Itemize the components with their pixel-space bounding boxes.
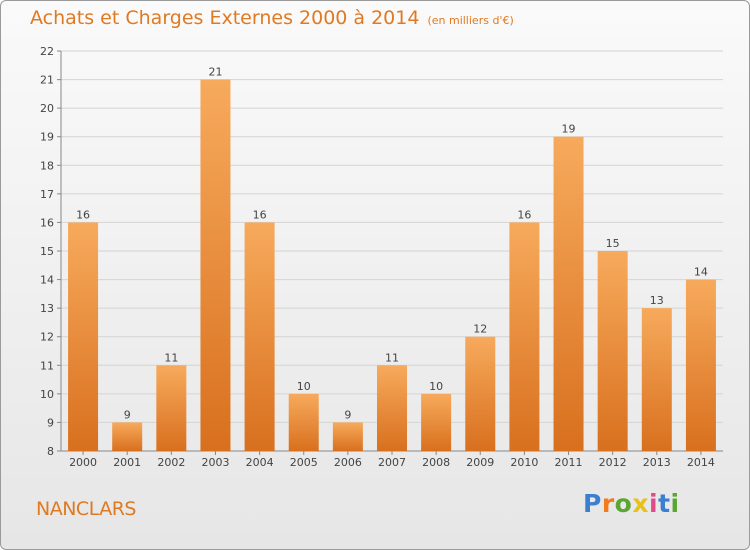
- y-tick-label: 14: [40, 274, 54, 287]
- bar: [288, 393, 319, 451]
- data-label: 11: [164, 351, 178, 364]
- data-label: 10: [429, 380, 443, 393]
- bar: [509, 222, 540, 451]
- y-tick-label: 19: [40, 131, 54, 144]
- bar: [553, 136, 584, 451]
- bar: [200, 79, 231, 452]
- bar: [465, 336, 496, 451]
- proxiti-logo[interactable]: Proxiti: [583, 489, 680, 518]
- bar: [244, 222, 275, 451]
- x-tick-label: 2005: [290, 456, 318, 469]
- bar: [332, 422, 363, 451]
- y-tick-label: 15: [40, 245, 54, 258]
- bar: [112, 422, 143, 451]
- x-tick-label: 2009: [466, 456, 494, 469]
- logo-letter: i: [670, 489, 680, 518]
- data-label: 14: [694, 266, 708, 279]
- chart-title: Achats et Charges Externes 2000 à 2014 (e…: [30, 7, 514, 29]
- y-tick-label: 11: [40, 359, 54, 372]
- data-label: 16: [253, 208, 267, 221]
- data-label: 21: [208, 66, 222, 79]
- x-tick-label: 2010: [510, 456, 538, 469]
- data-label: 15: [606, 237, 620, 250]
- y-tick-label: 10: [40, 388, 54, 401]
- y-tick-label: 21: [40, 74, 54, 87]
- bar: [377, 365, 407, 451]
- data-label: 9: [124, 408, 131, 421]
- bar: [421, 393, 452, 451]
- y-tick-label: 13: [40, 302, 54, 315]
- logo-letter: o: [614, 489, 633, 518]
- y-tick-label: 16: [40, 216, 54, 229]
- data-label: 10: [297, 380, 311, 393]
- y-tick-label: 22: [40, 45, 54, 58]
- bar: [156, 365, 187, 451]
- x-tick-label: 2011: [555, 456, 583, 469]
- x-tick-label: 2002: [157, 456, 185, 469]
- data-label: 9: [344, 408, 351, 421]
- logo-letter: i: [649, 489, 659, 518]
- logo-letter: x: [632, 489, 649, 518]
- bar: [68, 222, 99, 451]
- x-tick-label: 2007: [378, 456, 406, 469]
- bar: [685, 279, 716, 451]
- x-tick-label: 2004: [246, 456, 274, 469]
- y-tick-label: 12: [40, 331, 54, 344]
- y-tick-label: 20: [40, 102, 54, 115]
- logo-letter: t: [658, 489, 671, 518]
- y-tick-label: 8: [47, 445, 54, 458]
- x-tick-label: 2014: [687, 456, 715, 469]
- bar: [597, 251, 628, 451]
- y-tick-label: 17: [40, 188, 54, 201]
- x-tick-label: 2001: [113, 456, 141, 469]
- title-text: Achats et Charges Externes 2000 à 2014: [30, 7, 420, 29]
- chart-subtitle: (en milliers d'€): [427, 14, 514, 27]
- x-tick-label: 2013: [643, 456, 671, 469]
- x-tick-label: 2003: [201, 456, 229, 469]
- place-name: NANCLARS: [36, 498, 136, 520]
- y-tick-label: 18: [40, 159, 54, 172]
- logo-letter: r: [601, 489, 615, 518]
- y-tick-label: 9: [47, 416, 54, 429]
- x-tick-label: 2008: [422, 456, 450, 469]
- data-label: 16: [517, 208, 531, 221]
- data-label: 19: [562, 123, 576, 136]
- data-label: 11: [385, 351, 399, 364]
- bar: [641, 308, 672, 451]
- x-tick-label: 2000: [69, 456, 97, 469]
- data-label: 13: [650, 294, 664, 307]
- data-label: 12: [473, 323, 487, 336]
- x-tick-label: 2012: [599, 456, 627, 469]
- x-tick-label: 2006: [334, 456, 362, 469]
- logo-letter: P: [583, 489, 602, 518]
- data-label: 16: [76, 208, 90, 221]
